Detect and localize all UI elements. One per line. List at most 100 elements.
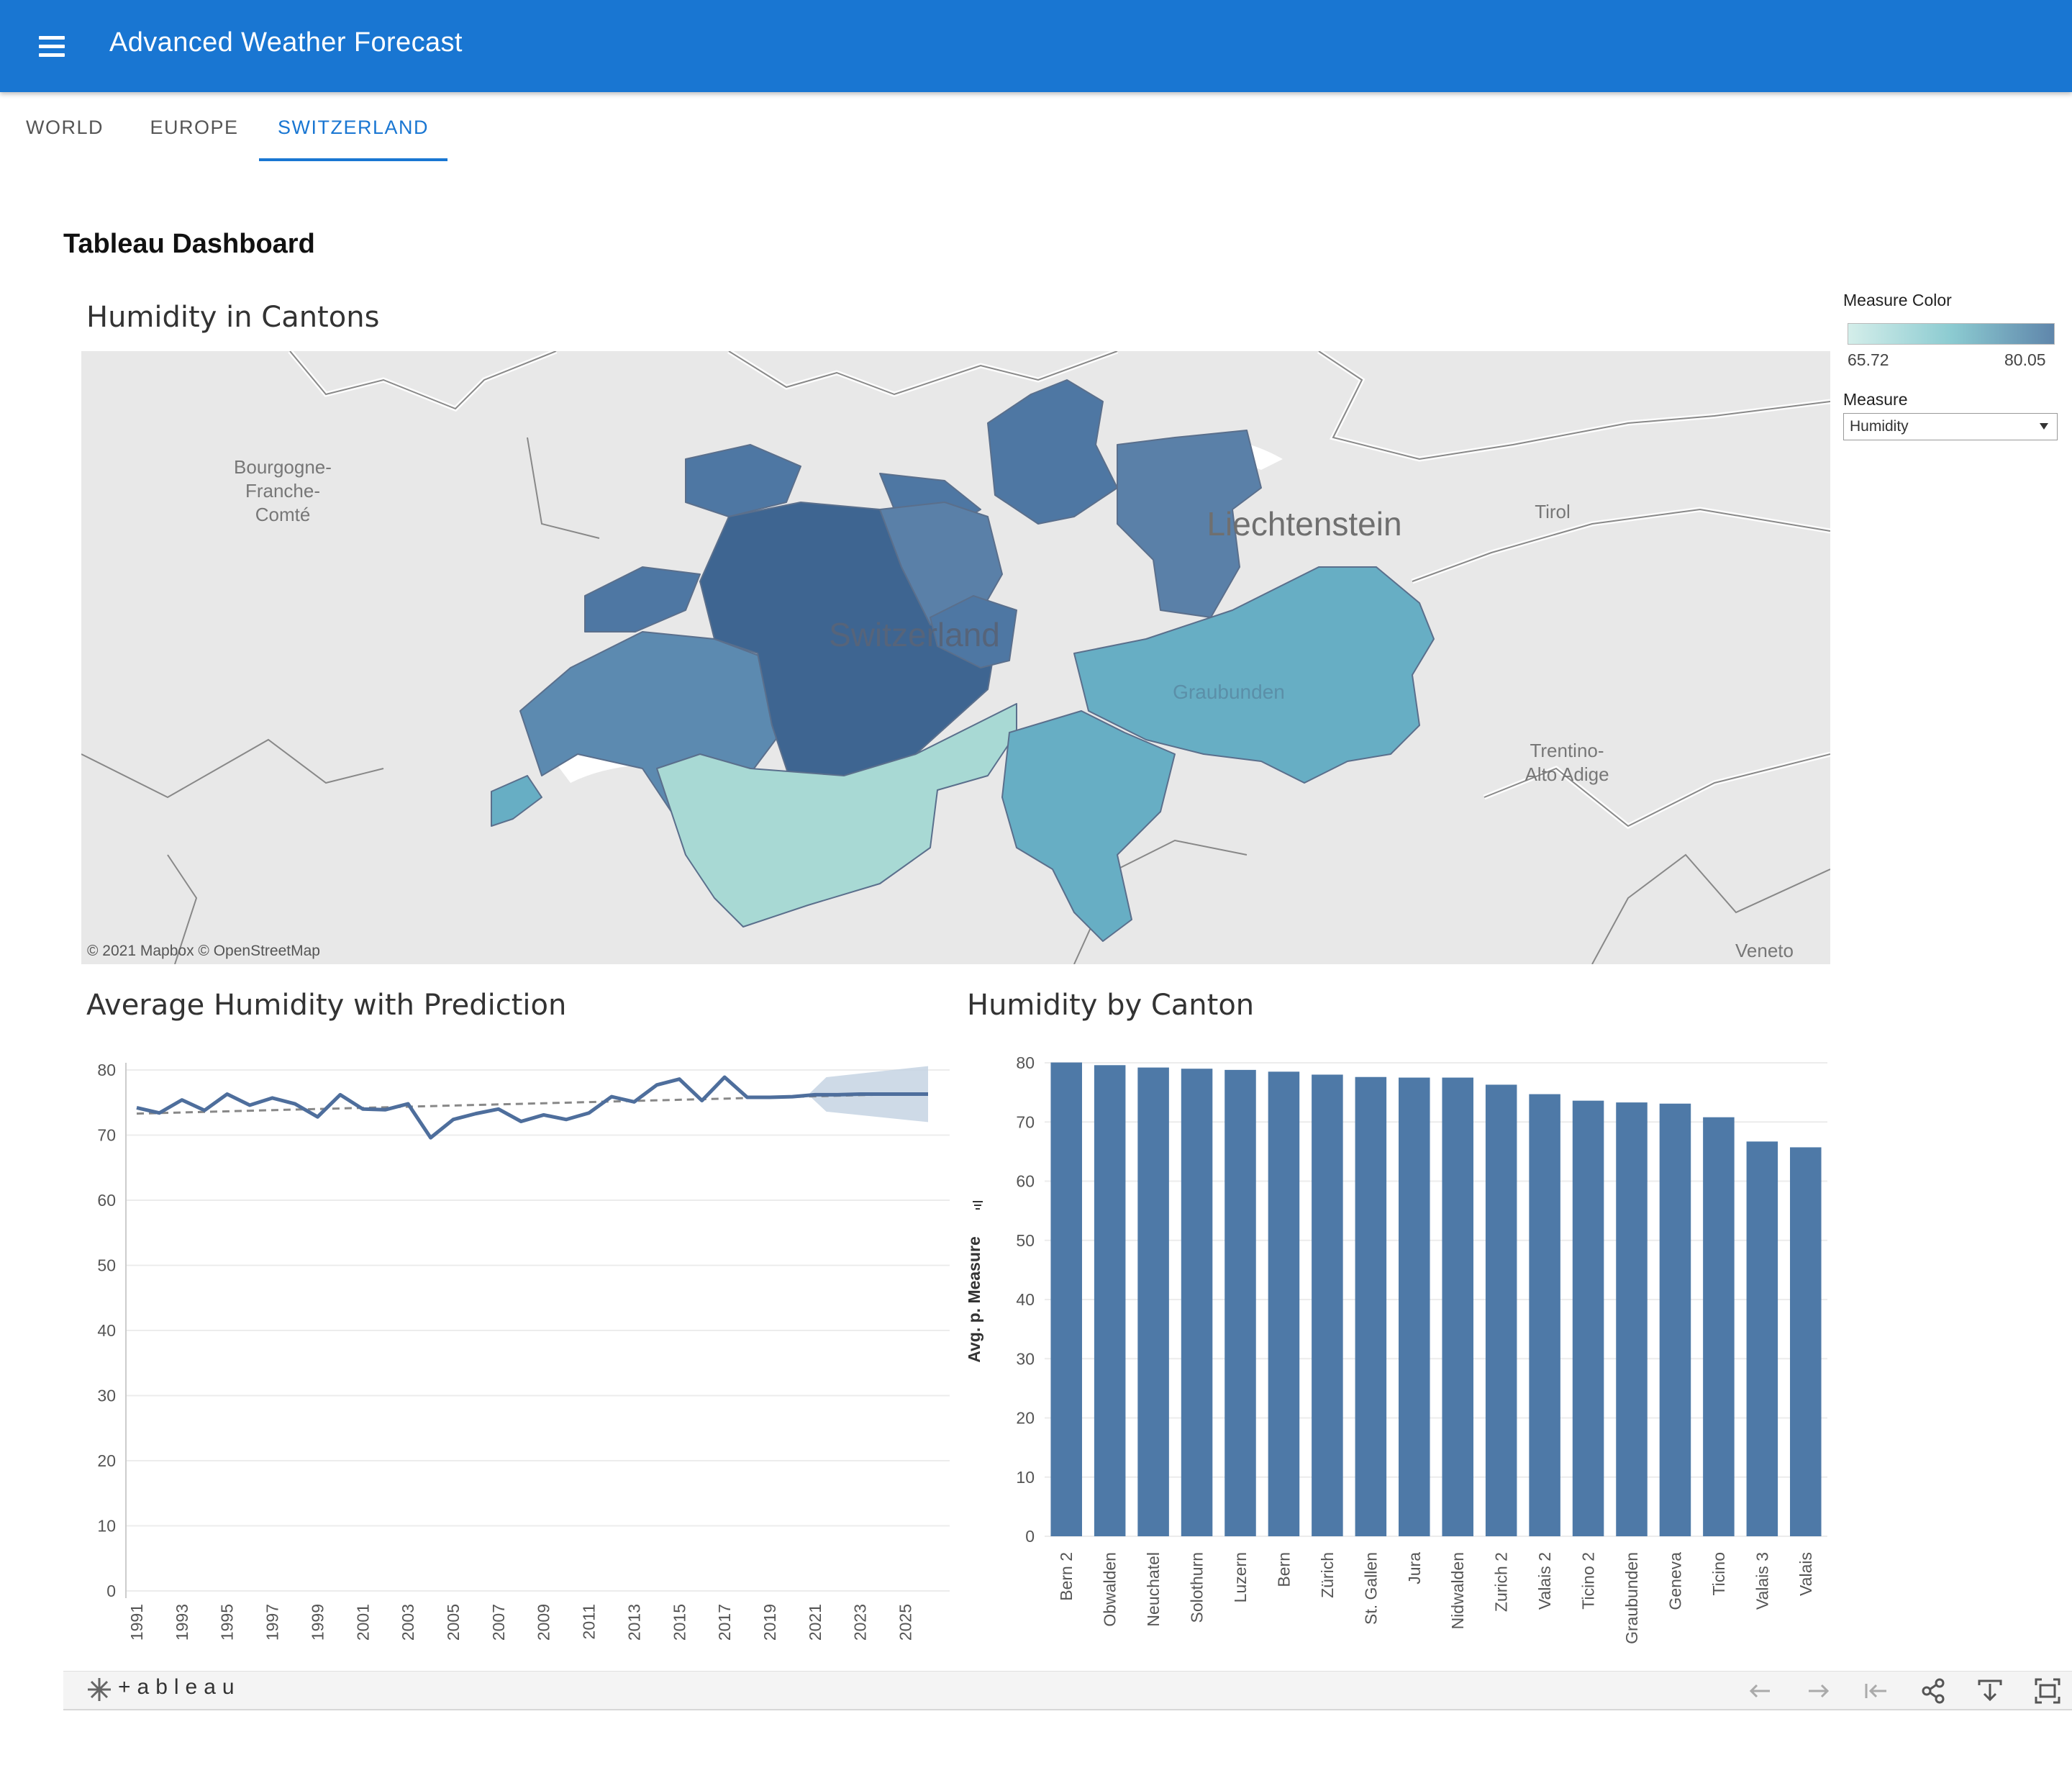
line-x-tick: 2021 (806, 1604, 824, 1641)
canton-obwalden[interactable] (930, 595, 1017, 668)
line-x-tick: 2025 (896, 1604, 915, 1641)
bar[interactable] (1529, 1094, 1560, 1536)
bar[interactable] (1442, 1077, 1473, 1536)
bar[interactable] (1616, 1102, 1648, 1536)
humidity-map[interactable]: Bourgogne- Franche- Comté Tirol Trentino… (81, 351, 1830, 964)
line-x-tick: 1995 (218, 1604, 237, 1641)
bar-x-tick: Bern (1274, 1552, 1293, 1587)
canton-zurich[interactable] (987, 379, 1118, 525)
canton-geneva[interactable] (491, 775, 542, 827)
bar-y-tick: 80 (1016, 1053, 1035, 1072)
canton-graubunden[interactable] (1073, 566, 1435, 784)
canton-ticino[interactable] (1001, 710, 1176, 942)
tab-europe[interactable]: EUROPE (150, 117, 239, 138)
measure-select[interactable]: Humidity (1843, 413, 2058, 440)
legend-title: Measure Color (1843, 291, 1952, 309)
bar[interactable] (1746, 1141, 1778, 1536)
redo-arrow-icon[interactable] (1804, 1677, 1833, 1705)
bar-x-tick: Solothurn (1188, 1552, 1207, 1623)
bar-y-tick: 30 (1016, 1349, 1035, 1368)
line-x-tick: 2017 (715, 1604, 734, 1641)
line-x-tick: 2011 (580, 1604, 599, 1639)
undo-arrow-icon[interactable] (1745, 1677, 1774, 1705)
line-x-tick: 2019 (760, 1604, 779, 1641)
line-x-tick: 2007 (489, 1604, 508, 1641)
line-x-tick: 1997 (263, 1604, 282, 1641)
line-y-tick: 30 (97, 1387, 116, 1405)
bar-y-tick: 40 (1016, 1290, 1035, 1309)
bar-y-tick: 0 (1025, 1527, 1035, 1546)
bar[interactable] (1399, 1077, 1430, 1536)
line-x-tick: 2009 (535, 1604, 553, 1641)
download-icon[interactable] (1976, 1677, 2004, 1705)
bar-y-tick: 50 (1016, 1231, 1035, 1250)
line-y-tick: 20 (97, 1451, 116, 1470)
line-x-tick: 2013 (624, 1604, 643, 1641)
menu-icon[interactable] (29, 26, 75, 66)
bar-x-tick: Valais 2 (1535, 1552, 1554, 1610)
bar[interactable] (1485, 1084, 1517, 1536)
line-y-tick: 0 (106, 1582, 116, 1600)
bar-x-tick: Ticino 2 (1579, 1552, 1598, 1610)
tab-switzerland[interactable]: SWITZERLAND (259, 106, 447, 161)
bar-chart[interactable]: 0 10 20 30 40 50 60 70 80 Avg. p. Measure Bern 2 Ob… (957, 1029, 1842, 1662)
bar[interactable] (1355, 1076, 1387, 1536)
label-bourgogne-1: Bourgogne- (234, 456, 332, 478)
bar[interactable] (1572, 1100, 1604, 1536)
share-icon[interactable] (1919, 1677, 1948, 1705)
bar[interactable] (1703, 1117, 1735, 1536)
line-x-tick: 1991 (127, 1604, 146, 1641)
sort-icon[interactable] (973, 1201, 983, 1210)
bar[interactable] (1137, 1067, 1169, 1536)
legend-max: 80.05 (2004, 350, 2046, 369)
label-veneto: Veneto (1735, 940, 1794, 961)
chevron-down-icon (2040, 423, 2048, 430)
color-legend-gradient (1848, 323, 2055, 345)
line-y-tick: 10 (97, 1517, 116, 1536)
canton-st-gallen[interactable] (1117, 430, 1262, 618)
bar-x-tick: Ticino (1709, 1552, 1728, 1596)
bar[interactable] (1659, 1103, 1691, 1536)
bar-y-axis-label: Avg. p. Measure (965, 1236, 983, 1363)
line-x-tick: 2001 (353, 1604, 372, 1641)
label-switzerland: Switzerland (829, 616, 1000, 653)
canton-regions (491, 379, 1435, 942)
line-y-tick: 80 (97, 1061, 116, 1079)
bar[interactable] (1224, 1069, 1256, 1536)
canton-luzern[interactable] (879, 502, 1003, 625)
bar[interactable] (1268, 1071, 1300, 1536)
bar-x-tick: Obwalden (1101, 1552, 1119, 1627)
line-chart[interactable]: 0 10 20 30 40 50 60 70 80 1991 1993 1995 1997 1999 200… (72, 1029, 964, 1662)
line-y-tick: 70 (97, 1126, 116, 1145)
revert-icon[interactable] (1862, 1677, 1891, 1705)
bar-x-tick: Valais (1796, 1552, 1815, 1596)
bar[interactable] (1050, 1062, 1082, 1536)
label-graubunden: Graubunden (1173, 681, 1285, 703)
line-chart-title: Average Humidity with Prediction (86, 989, 567, 1022)
map-labels: Bourgogne- Franche- Comté Tirol Trentino… (234, 456, 1794, 961)
humidity-line[interactable] (136, 1075, 928, 1140)
bar-x-tick: Graubunden (1622, 1552, 1641, 1644)
label-bourgogne-2: Franche- (245, 480, 320, 502)
line-y-tick: 60 (97, 1191, 116, 1210)
bar-chart-title: Humidity by Canton (967, 989, 1255, 1022)
bar[interactable] (1181, 1069, 1213, 1536)
app-title: Advanced Weather Forecast (109, 27, 463, 58)
map-title: Humidity in Cantons (86, 301, 380, 334)
canton-jura[interactable] (685, 444, 801, 517)
bar[interactable] (1312, 1074, 1343, 1536)
bar[interactable] (1790, 1147, 1822, 1536)
canton-neuchatel[interactable] (584, 566, 701, 632)
bar-x-tick: Neuchatel (1144, 1552, 1163, 1627)
line-x-tick: 2015 (670, 1604, 689, 1641)
tab-world[interactable]: WORLD (26, 117, 104, 138)
bar-x-tick: Zurich 2 (1492, 1552, 1511, 1612)
line-x-tick: 2005 (444, 1604, 463, 1641)
bar[interactable] (1094, 1065, 1126, 1536)
legend-min: 65.72 (1848, 350, 1889, 369)
label-liechtenstein: Liechtenstein (1207, 505, 1401, 543)
tableau-toolbar (63, 1671, 2072, 1710)
bar-y-tick: 10 (1016, 1468, 1035, 1487)
canton-valais[interactable] (656, 703, 1017, 928)
fullscreen-icon[interactable] (2033, 1677, 2062, 1705)
